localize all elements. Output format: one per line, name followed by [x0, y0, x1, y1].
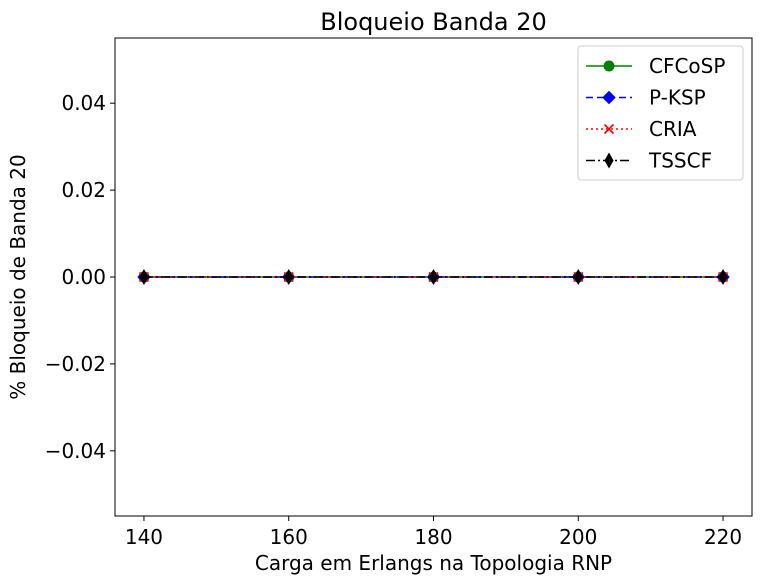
- data-point: [139, 268, 149, 286]
- legend-entry-label: P-KSP: [649, 86, 706, 110]
- x-tick-label: 220: [704, 525, 742, 549]
- legend-marker: [604, 152, 614, 169]
- y-axis-label: % Bloqueio de Banda 20: [6, 154, 30, 399]
- data-point: [284, 268, 294, 286]
- y-tick-label: −0.02: [45, 352, 106, 376]
- y-tick-label: 0.02: [61, 178, 106, 202]
- x-tick-label: 180: [414, 525, 452, 549]
- series-tsscf: [139, 268, 728, 286]
- data-point: [573, 268, 583, 286]
- chart-title: Bloqueio Banda 20: [320, 8, 547, 36]
- legend: CFCoSP P-KSP CRIA TSSCF: [577, 45, 744, 181]
- y-tick-label: 0.04: [61, 91, 106, 115]
- legend-entry-label: CRIA: [649, 117, 697, 141]
- legend-entry-label: TSSCF: [648, 149, 712, 173]
- legend-marker: [603, 60, 615, 72]
- series-group: [137, 268, 730, 286]
- x-tick-label: 160: [270, 525, 308, 549]
- y-tick-label: 0.00: [61, 265, 106, 289]
- x-axis-label: Carga em Erlangs na Topologia RNP: [255, 551, 612, 575]
- legend-marker: [602, 90, 616, 105]
- data-point: [428, 268, 439, 286]
- x-tick-label: 200: [559, 525, 597, 549]
- y-tick-label: −0.04: [45, 439, 106, 463]
- legend-marker: [603, 123, 615, 135]
- legend-entry-label: CFCoSP: [649, 54, 725, 78]
- axes: 140 160 180 200 220 0.04 0.02 0.00 −0.02 −0.04: [45, 37, 753, 549]
- x-tick-label: 140: [125, 525, 163, 549]
- legend-box: [577, 45, 744, 181]
- data-point: [718, 268, 728, 286]
